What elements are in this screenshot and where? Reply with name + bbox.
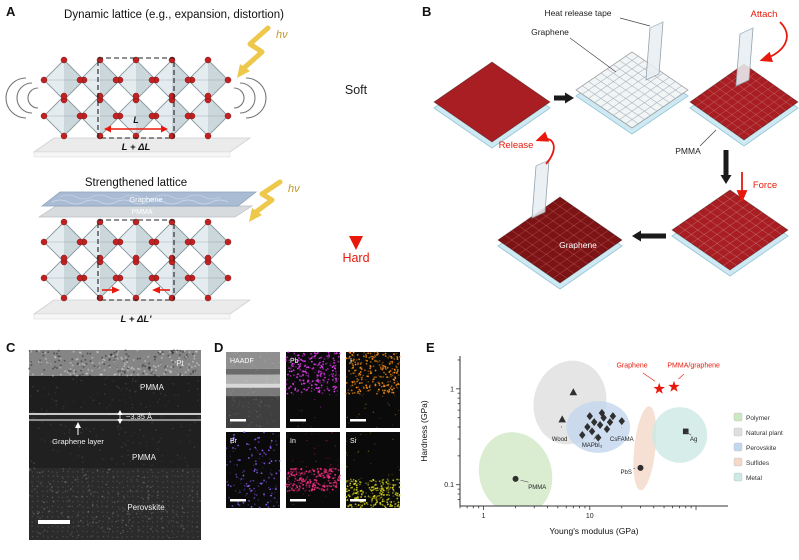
panel-e-chart: 1 10 0.1 1 Young's modulus (GPa) Hardness (GP… bbox=[419, 356, 783, 536]
eds-tile-label-br: Br bbox=[230, 438, 238, 445]
svg-text:Natural plant: Natural plant bbox=[746, 430, 783, 437]
panel-d-drawing bbox=[225, 351, 401, 509]
svg-text:PbS: PbS bbox=[620, 470, 631, 476]
perovskite-label: Perovskite bbox=[127, 503, 165, 512]
panel-d-letter: D bbox=[214, 340, 224, 355]
pmma-bottom-label: PMMA bbox=[132, 453, 157, 462]
eds-tile-label-pb: Pb bbox=[290, 358, 299, 365]
heat-release-tape-label: Heat release tape bbox=[544, 8, 611, 18]
panel-e: E 1 10 0.1 1 Young's modulus (GPa) Hardness (… bbox=[416, 338, 799, 560]
release-label: Release bbox=[499, 140, 534, 151]
svg-text:1: 1 bbox=[450, 386, 454, 393]
panel-a-letter: A bbox=[6, 4, 16, 19]
hv-label-top: hν bbox=[276, 29, 288, 41]
graphene-layer-label: Graphene layer bbox=[52, 437, 104, 446]
panel-e-letter: E bbox=[426, 340, 435, 355]
panel-c: C Pt PMMA ~3.35 Å Graphene layer PMMA Pe… bbox=[4, 338, 210, 558]
panel-d-eds-maps: HAADF Pb I Br In Si bbox=[225, 351, 401, 509]
soft-label: Soft bbox=[345, 83, 368, 97]
panel-c-letter: C bbox=[6, 340, 16, 355]
attach-label: Attach bbox=[751, 9, 778, 20]
panel-c-drawing bbox=[28, 349, 202, 540]
svg-text:0.1: 0.1 bbox=[444, 482, 454, 489]
svg-text:Young's modulus (GPa): Young's modulus (GPa) bbox=[549, 526, 638, 536]
eds-tile-label-i: I bbox=[350, 358, 352, 365]
graphene-sheet-label: Graphene bbox=[129, 195, 162, 204]
svg-text:PMMA/graphene: PMMA/graphene bbox=[667, 363, 720, 370]
panel-a-illustration: Dynamic lattice (e.g., expansion, distor… bbox=[5, 9, 370, 325]
panel-c-tem-image: Pt PMMA ~3.35 Å Graphene layer PMMA Pero… bbox=[28, 349, 202, 540]
eds-tile-label-si: Si bbox=[350, 438, 357, 445]
pmma-callout-label: PMMA bbox=[675, 146, 701, 156]
lattice-constant-label: L bbox=[133, 115, 139, 125]
svg-text:Sulfides: Sulfides bbox=[746, 460, 770, 467]
pmma-sheet-label: PMMA bbox=[132, 209, 153, 216]
svg-text:Hardness (GPa): Hardness (GPa) bbox=[419, 400, 429, 462]
svg-text:Perovskite: Perovskite bbox=[746, 445, 777, 452]
panel-b-illustration: Heat release tape Graphene Attach PMMA F… bbox=[433, 8, 799, 290]
panel-e-drawing: 1 10 0.1 1 Young's modulus (GPa) Hardness (GP… bbox=[419, 356, 783, 536]
graphene-film-label: Graphene bbox=[559, 240, 597, 250]
panel-d: D HAADF Pb I Br In Si bbox=[212, 338, 414, 558]
svg-text:PMMA: PMMA bbox=[528, 485, 546, 491]
pmma-top-label: PMMA bbox=[140, 383, 165, 392]
panel-a-drawing bbox=[5, 25, 363, 320]
svg-text:MAPbI₃: MAPbI₃ bbox=[582, 443, 603, 449]
graphene-callout-label: Graphene bbox=[531, 27, 569, 37]
eds-tile-label-haadf: HAADF bbox=[230, 358, 254, 365]
svg-text:10: 10 bbox=[586, 513, 594, 520]
panel-b-drawing bbox=[433, 17, 799, 290]
panel-a-title-top: Dynamic lattice (e.g., expansion, distor… bbox=[64, 9, 284, 21]
pt-label: Pt bbox=[176, 359, 184, 368]
force-label: Force bbox=[753, 180, 777, 191]
panel-b: B Heat release tape Graphene Attach PMMA… bbox=[420, 2, 799, 338]
hv-label-bottom: hν bbox=[288, 183, 300, 195]
svg-text:CsFAMA: CsFAMA bbox=[610, 437, 634, 443]
svg-text:Graphene: Graphene bbox=[616, 363, 647, 370]
hard-label: Hard bbox=[342, 251, 369, 265]
svg-text:Polymer: Polymer bbox=[746, 415, 771, 422]
panel-b-letter: B bbox=[422, 4, 432, 19]
svg-text:Ag: Ag bbox=[690, 437, 697, 443]
layer-spacing-label: ~3.35 Å bbox=[126, 412, 152, 421]
svg-text:Wood: Wood bbox=[552, 437, 568, 443]
strengthened-length-label: L + ΔL' bbox=[121, 314, 153, 325]
expanded-length-label: L + ΔL bbox=[122, 142, 151, 153]
panel-a-title-bottom: Strengthened lattice bbox=[85, 177, 187, 189]
panel-a: A Dynamic lattice (e.g., expansion, dist… bbox=[4, 2, 416, 338]
eds-tile-label-in: In bbox=[290, 438, 296, 445]
svg-text:Metal: Metal bbox=[746, 475, 762, 482]
svg-text:1: 1 bbox=[482, 513, 486, 520]
